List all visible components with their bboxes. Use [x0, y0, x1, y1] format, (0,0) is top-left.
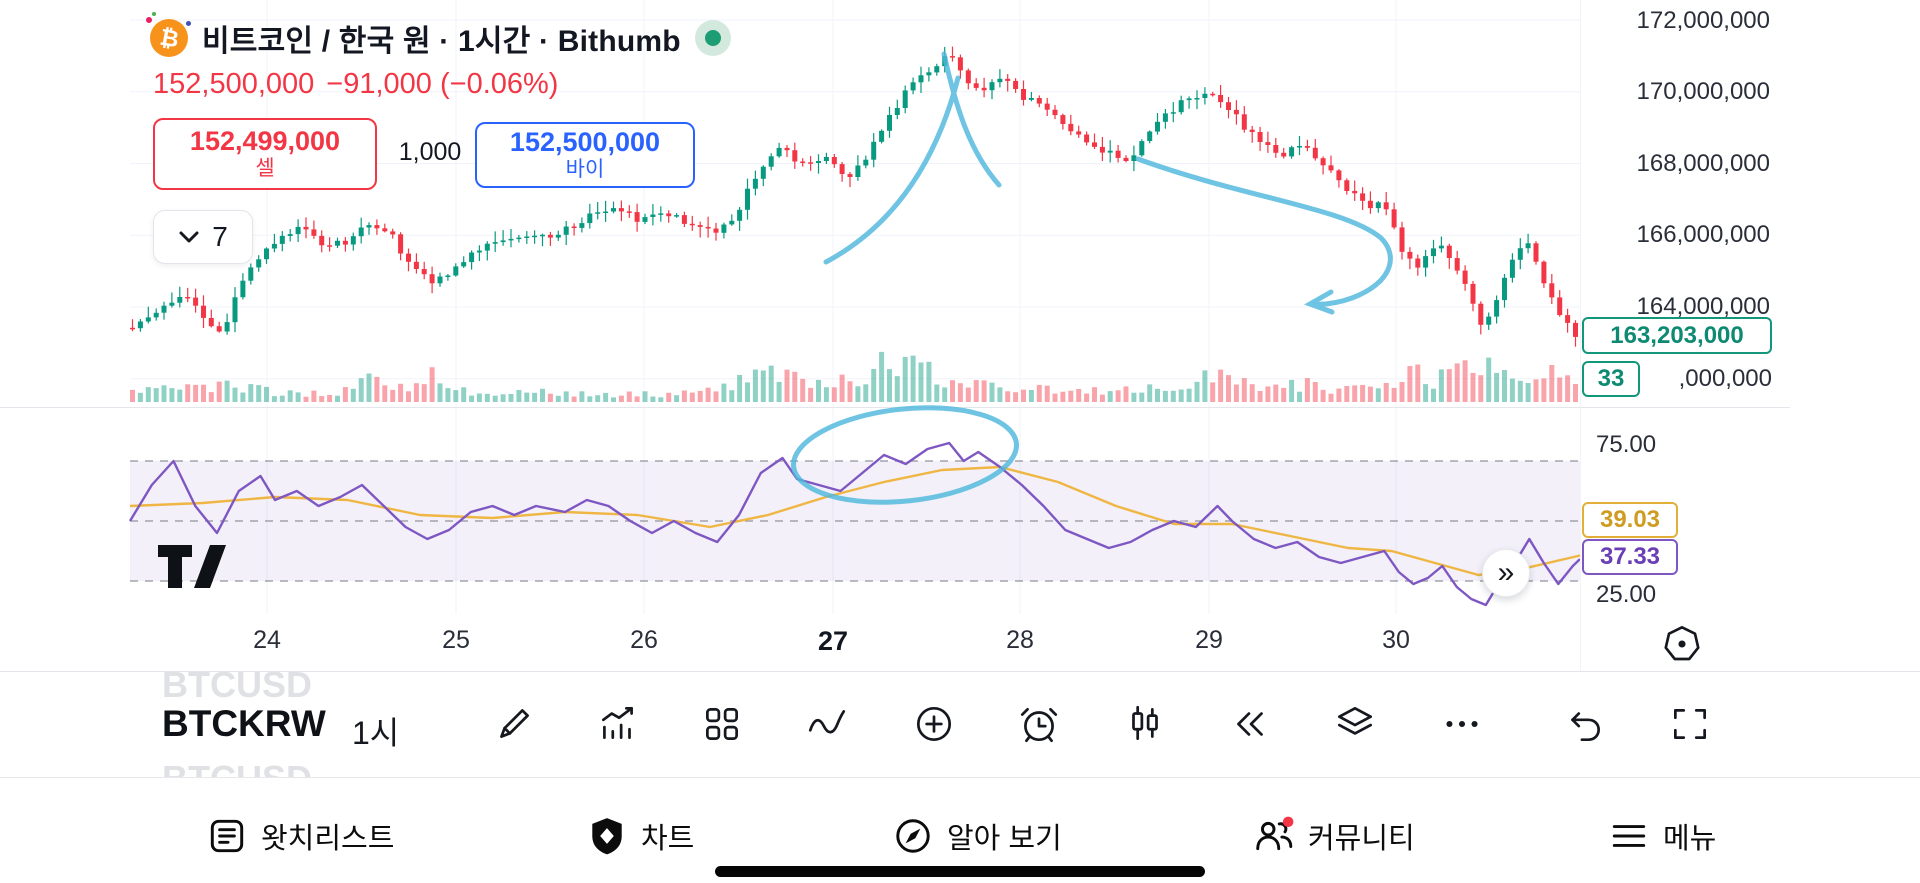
drawing-up-arrow-hook[interactable]: [941, 51, 1002, 188]
sell-button[interactable]: 152,499,000 셀: [153, 118, 377, 190]
candlestick-chart[interactable]: [0, 0, 1920, 672]
drawing-rsi-circle[interactable]: [789, 398, 1021, 513]
drawing-annotations[interactable]: [0, 0, 1920, 672]
more-dots-icon[interactable]: [1439, 701, 1485, 747]
background-symbol: BTCUSD: [162, 758, 312, 777]
buy-price: 152,500,000: [509, 127, 661, 158]
last-price: 152,500,000: [153, 68, 315, 100]
price-axis-label: 164,000,000: [1636, 293, 1770, 320]
alert-clock-icon[interactable]: [1016, 701, 1062, 747]
drawing-down-swoosh[interactable]: [1135, 156, 1393, 307]
rsi-axis-top: 75.00: [1596, 431, 1657, 458]
sell-label: 셀: [255, 157, 275, 181]
bitcoin-icon: ₿: [146, 12, 191, 57]
chevron-down-icon: [179, 231, 199, 243]
add-icon[interactable]: [911, 701, 957, 747]
rsi-ma-line: [129, 465, 1581, 577]
price-scale-separator: [1580, 0, 1581, 671]
date-label[interactable]: 30: [1382, 626, 1410, 654]
drawing-up-arrow[interactable]: [823, 75, 961, 265]
chart-grid: [130, 0, 1580, 614]
replay-icon[interactable]: [1227, 701, 1273, 747]
price-axis-label-partial: ,000,000: [1678, 365, 1772, 392]
date-label[interactable]: 26: [630, 626, 658, 654]
chart-toolbar: BTCUSD BTCUSD BTCKRW 1시: [0, 672, 1920, 777]
layout-grid-icon[interactable]: [699, 701, 745, 747]
dropdown-value: 7: [212, 221, 228, 252]
date-label[interactable]: 25: [442, 626, 470, 654]
price-change: −91,000 (−0.06%): [326, 68, 559, 100]
tab-label: 왓치리스트: [261, 823, 395, 855]
draw-icon[interactable]: [491, 701, 537, 747]
tab-watchlist[interactable]: 왓치리스트: [206, 796, 394, 876]
expand-panel-button[interactable]: »: [1482, 549, 1530, 597]
price-axis-label: 172,000,000: [1636, 7, 1770, 34]
price-axis-label: 166,000,000: [1636, 221, 1770, 248]
rsi-value-tag: 37.33: [1582, 539, 1678, 575]
tab-explore[interactable]: 알아 보기: [892, 796, 1062, 876]
notification-badge: [1282, 816, 1294, 828]
tab-menu[interactable]: 메뉴: [1608, 796, 1716, 876]
spread-value: 1,000: [398, 138, 462, 166]
date-label-bold[interactable]: 27: [817, 626, 849, 656]
explore-compass-icon: [896, 819, 930, 853]
undo-icon[interactable]: [1561, 701, 1607, 747]
tab-label: 알아 보기: [947, 823, 1062, 855]
candles-count-dropdown[interactable]: 7: [153, 210, 253, 264]
chart-bottom-divider: [0, 671, 1920, 672]
tab-label: 커뮤니티: [1308, 823, 1415, 855]
date-label[interactable]: 24: [253, 626, 281, 654]
home-indicator[interactable]: [715, 866, 1205, 877]
community-people-icon: [1256, 816, 1294, 851]
sell-price: 152,499,000: [189, 126, 341, 157]
candle-style-icon[interactable]: [1122, 701, 1168, 747]
tab-label: 메뉴: [1663, 823, 1717, 855]
scale-settings-gear-icon[interactable]: [1662, 624, 1702, 664]
tab-community[interactable]: 커뮤니티: [1253, 796, 1415, 876]
last-price-tag: 163,203,000: [1582, 317, 1772, 354]
double-chevron-right-icon: »: [1497, 556, 1515, 589]
date-label[interactable]: 29: [1195, 626, 1223, 654]
price-axis-label: 168,000,000: [1636, 150, 1770, 177]
fullscreen-icon[interactable]: [1667, 701, 1713, 747]
watchlist-icon: [210, 819, 244, 853]
background-symbol: BTCUSD: [162, 672, 312, 705]
price-axis-label: 170,000,000: [1636, 78, 1770, 105]
interval-button[interactable]: 1시: [352, 715, 400, 751]
indicators-icon[interactable]: [595, 701, 641, 747]
bar-countdown-tag: 33: [1582, 361, 1640, 397]
curve-tool-icon[interactable]: [804, 701, 850, 747]
symbol-button[interactable]: BTCKRW: [162, 703, 326, 744]
symbol-title[interactable]: 비트코인 / 한국 원 · 1시간 · Bithumb: [202, 25, 681, 58]
menu-hamburger-icon: [1612, 825, 1646, 847]
tab-label: 차트: [641, 823, 695, 855]
tab-chart[interactable]: 차트: [586, 796, 694, 876]
symbol-header[interactable]: ₿ 비트코인 / 한국 원 · 1시간 · Bithumb: [146, 12, 731, 60]
object-tree-icon[interactable]: [1332, 701, 1378, 747]
date-label[interactable]: 28: [1006, 626, 1034, 654]
bottom-tab-bar: 왓치리스트 차트 알아 보기 커뮤니티 메뉴: [0, 777, 1920, 883]
tradingview-logo: [158, 545, 226, 588]
rsi-ma-value-tag: 39.03: [1582, 502, 1678, 538]
rsi-axis-bottom: 25.00: [1596, 581, 1657, 608]
buy-label: 바이: [565, 158, 605, 182]
chart-shield-icon: [592, 818, 622, 855]
price-change-row: 152,500,000 −91,000 (−0.06%): [153, 68, 558, 101]
drawing-down-arrowhead[interactable]: [1304, 289, 1335, 315]
market-status-icon[interactable]: [694, 20, 731, 56]
rsi-pane[interactable]: [0, 0, 1920, 672]
rsi-line: [128, 441, 1581, 607]
buy-button[interactable]: 152,500,000 바이: [475, 122, 695, 188]
